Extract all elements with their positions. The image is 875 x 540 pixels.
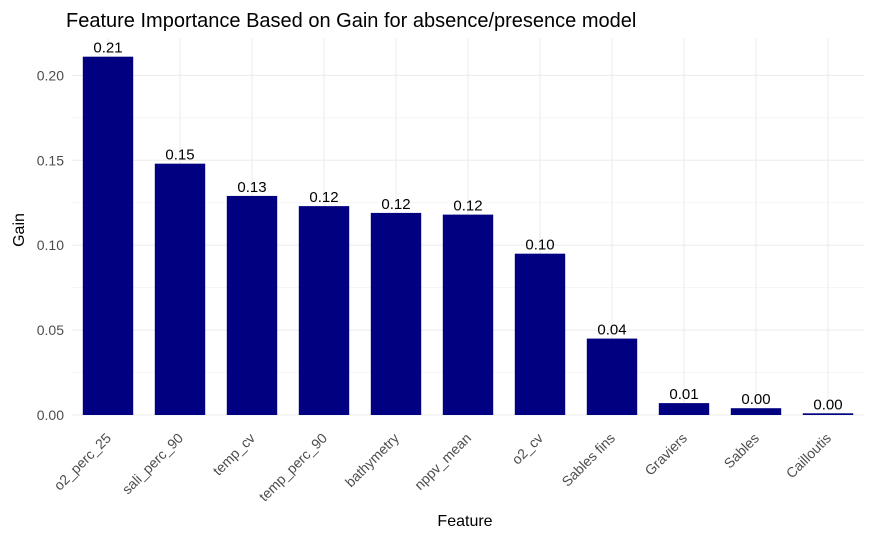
- bar-graviers: [658, 403, 710, 415]
- bar-bathymetry: [370, 212, 422, 415]
- y-tick-label: 0.05: [37, 322, 64, 338]
- data-label: 0.12: [453, 198, 482, 215]
- bar-o2-cv: [514, 253, 566, 415]
- x-tick-label: temp_cv: [209, 430, 258, 479]
- data-label: 0.21: [93, 40, 122, 57]
- x-tick-label: o2_perc_25: [51, 430, 115, 494]
- y-tick-label: 0.15: [37, 152, 64, 168]
- y-axis-ticks: 0.00 0.05 0.10 0.15 0.20: [37, 67, 64, 423]
- bar-cailloutis: [802, 413, 854, 415]
- data-labels: 0.21 0.15 0.13 0.12 0.12 0.12 0.10 0.04 0.01 0.00…: [93, 40, 842, 414]
- x-tick-label: Graviers: [641, 430, 690, 479]
- data-label: 0.10: [525, 237, 554, 254]
- chart-title: Feature Importance Based on Gain for abs…: [66, 10, 636, 32]
- bar-temp-cv: [226, 195, 278, 415]
- data-label: 0.15: [165, 147, 194, 164]
- x-tick-label: sali_perc_90: [119, 430, 187, 498]
- bar-nppv-mean: [442, 214, 494, 415]
- x-tick-label: Sables fins: [558, 430, 618, 490]
- data-label: 0.12: [381, 196, 410, 213]
- x-tick-label: nppv_mean: [411, 430, 474, 493]
- y-tick-label: 0.10: [37, 237, 64, 253]
- data-label: 0.00: [813, 396, 842, 413]
- x-tick-label: Sables: [721, 430, 763, 472]
- bar-temp-perc-90: [298, 206, 350, 415]
- x-axis-title: Feature: [437, 513, 492, 530]
- data-label: 0.12: [309, 189, 338, 206]
- x-tick-label: temp_perc_90: [256, 430, 331, 505]
- bar-sables: [730, 408, 782, 415]
- data-label: 0.01: [669, 386, 698, 403]
- x-axis-ticks: o2_perc_25 sali_perc_90 temp_cvtemp_perc_9…: [51, 430, 835, 505]
- bar-sables-fins: [586, 338, 638, 415]
- x-tick-label: Cailloutis: [783, 430, 834, 481]
- y-axis-title: Gain: [11, 213, 28, 247]
- x-tick-label: o2_cv: [508, 430, 546, 468]
- bars: [82, 56, 854, 416]
- bar-sali-perc-90: [154, 163, 206, 415]
- data-label: 0.04: [597, 322, 626, 339]
- y-tick-label: 0.20: [37, 67, 64, 83]
- data-label: 0.13: [237, 179, 266, 196]
- data-label: 0.00: [741, 391, 770, 408]
- y-tick-label: 0.00: [37, 407, 64, 423]
- bar-o2-perc-25: [82, 56, 134, 416]
- x-tick-label: bathymetry: [342, 430, 402, 490]
